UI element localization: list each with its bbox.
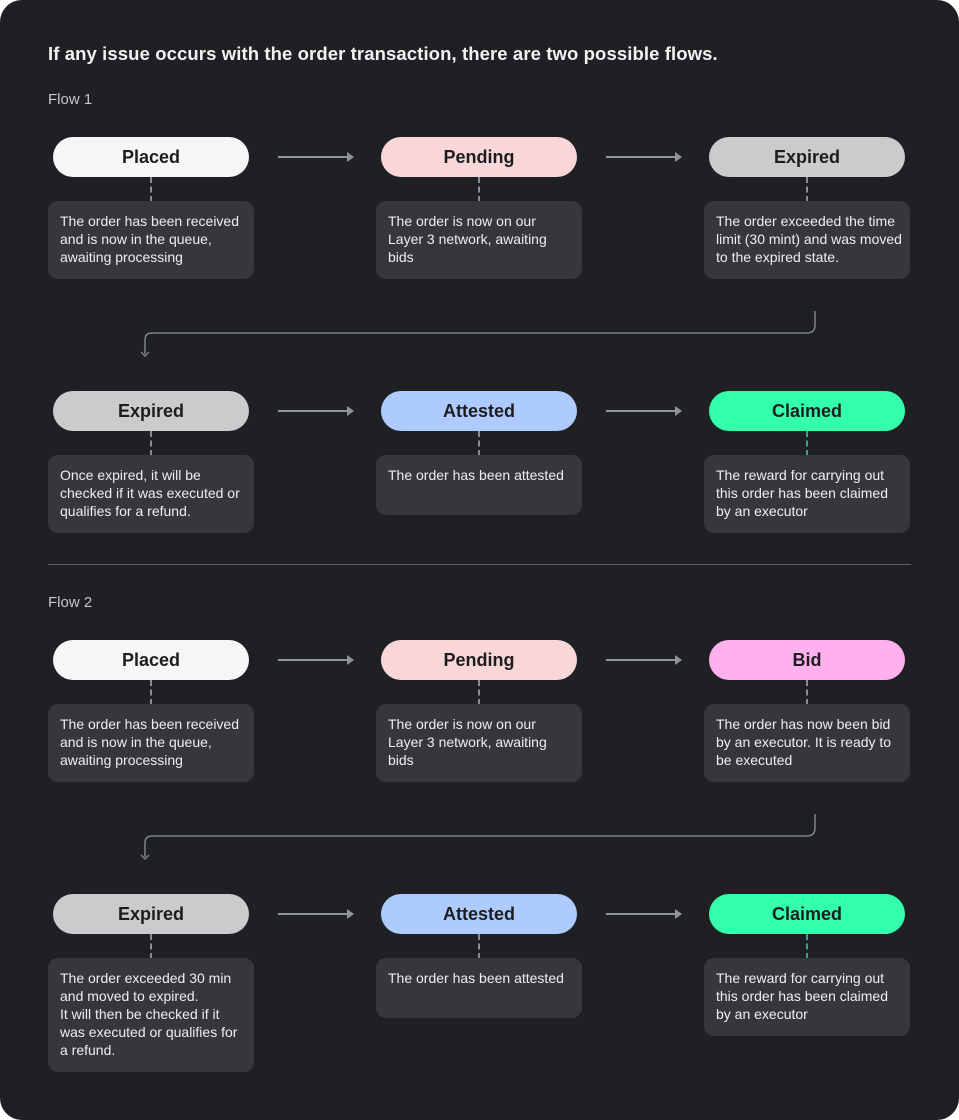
state-pill-pending: Pending [381, 137, 577, 177]
right-arrow-icon [278, 909, 354, 919]
state-pill-attested: Attested [381, 391, 577, 431]
state-pill-attested: Attested [381, 894, 577, 934]
state-pill-placed: Placed [53, 137, 249, 177]
connector-dash [150, 431, 152, 456]
connector-dash [806, 431, 808, 456]
state-description: The order exceeded 30 min and moved to e… [48, 958, 254, 1072]
flow-divider [48, 564, 911, 565]
connector-dash [150, 934, 152, 959]
connector-dash [478, 680, 480, 705]
flow-2-label: Flow 2 [48, 594, 93, 611]
state-pill-pending: Pending [381, 640, 577, 680]
state-description: The reward for carrying out this order h… [704, 958, 910, 1036]
state-description: The order has been received and is now i… [48, 704, 254, 782]
connector-dash [478, 177, 480, 202]
flow-1-label: Flow 1 [48, 91, 93, 108]
right-arrow-icon [606, 152, 682, 162]
diagram-title: If any issue occurs with the order trans… [48, 43, 718, 64]
state-pill-expired: Expired [709, 137, 905, 177]
connector-dash [150, 680, 152, 705]
state-description: The order has been attested [376, 958, 582, 1018]
connector-dash [806, 680, 808, 705]
right-arrow-icon [278, 152, 354, 162]
right-arrow-icon [606, 909, 682, 919]
state-description: The order is now on our Layer 3 network,… [376, 201, 582, 279]
right-arrow-icon [606, 655, 682, 665]
state-description: Once expired, it will be checked if it w… [48, 455, 254, 533]
connector-dash [478, 934, 480, 959]
connector-dash [150, 177, 152, 202]
state-description: The order has now been bid by an executo… [704, 704, 910, 782]
state-description: The reward for carrying out this order h… [704, 455, 910, 533]
state-pill-expired: Expired [53, 391, 249, 431]
state-description: The order has been received and is now i… [48, 201, 254, 279]
right-arrow-icon [606, 406, 682, 416]
state-description: The order is now on our Layer 3 network,… [376, 704, 582, 782]
connector-dash [478, 431, 480, 456]
state-pill-bid: Bid [709, 640, 905, 680]
state-pill-claimed: Claimed [709, 894, 905, 934]
state-pill-claimed: Claimed [709, 391, 905, 431]
connector-dash [806, 934, 808, 959]
right-arrow-icon [278, 655, 354, 665]
state-pill-expired: Expired [53, 894, 249, 934]
state-pill-placed: Placed [53, 640, 249, 680]
right-arrow-icon [278, 406, 354, 416]
state-description: The order exceeded the time limit (30 mi… [704, 201, 910, 279]
connector-dash [806, 177, 808, 202]
state-description: The order has been attested [376, 455, 582, 515]
